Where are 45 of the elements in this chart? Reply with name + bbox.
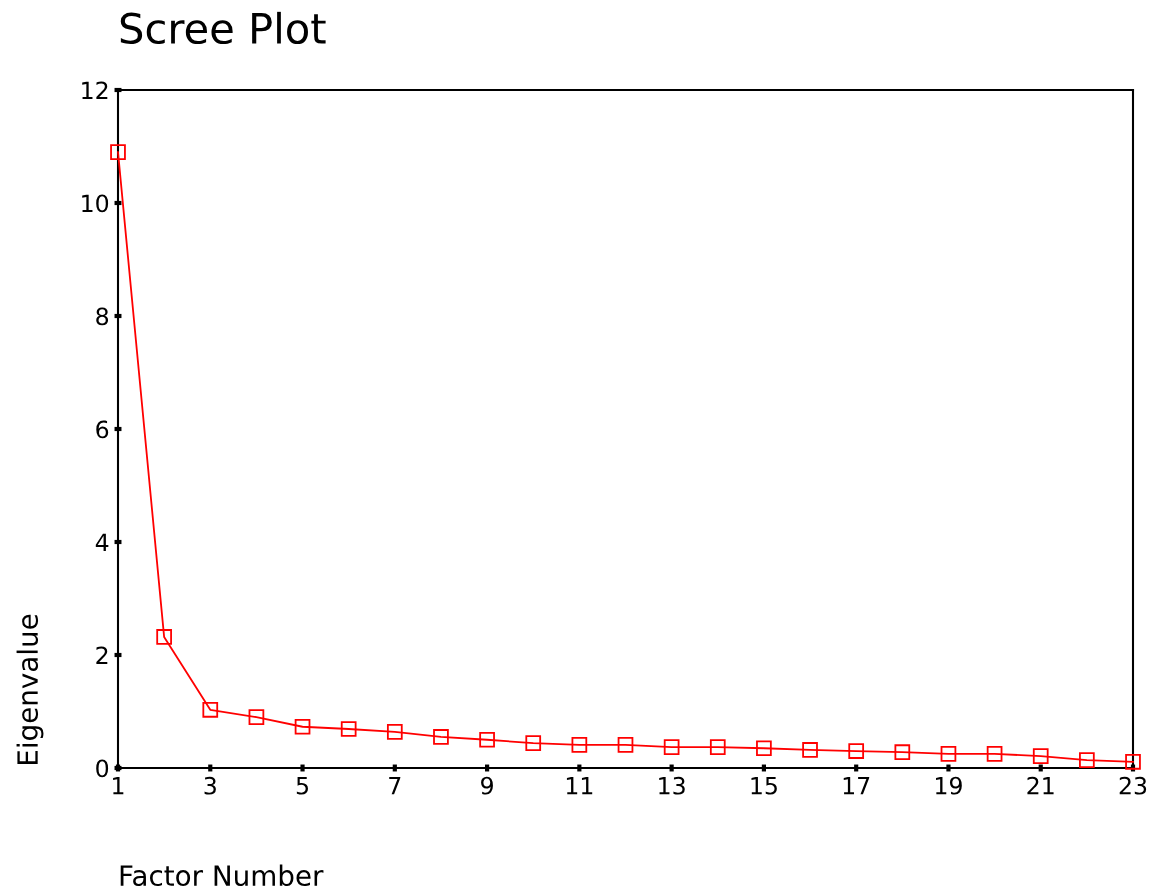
point bbox=[940, 746, 957, 762]
point bbox=[156, 629, 172, 645]
point bbox=[1125, 753, 1141, 770]
x-tick-label: 3 bbox=[204, 776, 216, 795]
point bbox=[802, 742, 818, 758]
point bbox=[386, 723, 403, 740]
x-tick-label: 13 bbox=[659, 776, 685, 795]
x-tick-label: 5 bbox=[296, 777, 308, 795]
chart-title: Scree Plot bbox=[120, 11, 326, 45]
point bbox=[617, 736, 634, 753]
y-tick-label: 4 bbox=[95, 533, 109, 551]
point bbox=[986, 746, 1003, 762]
point bbox=[248, 709, 265, 725]
point bbox=[1032, 748, 1049, 764]
point bbox=[709, 739, 726, 755]
point bbox=[340, 721, 357, 737]
point bbox=[110, 144, 126, 160]
point bbox=[663, 739, 680, 755]
point bbox=[1079, 752, 1095, 768]
x-tick-label: 11 bbox=[566, 777, 593, 795]
x-tick-label: 17 bbox=[843, 777, 870, 795]
y-axis-title: Eigenvalue bbox=[16, 614, 44, 765]
x-tick-label: 23 bbox=[1119, 776, 1147, 795]
point bbox=[202, 701, 219, 718]
point bbox=[571, 736, 588, 753]
x-tick-label: 7 bbox=[389, 777, 401, 795]
y-tick-label: 6 bbox=[96, 420, 109, 439]
y-tick-label: 0 bbox=[96, 759, 109, 778]
y-tick-label: 12 bbox=[82, 81, 108, 99]
point bbox=[294, 718, 311, 735]
y-tick-label: 10 bbox=[82, 194, 109, 213]
point bbox=[848, 743, 865, 759]
x-tick-label: 1 bbox=[113, 777, 124, 795]
point bbox=[433, 729, 449, 745]
x-tick-label: 19 bbox=[936, 776, 962, 795]
x-axis-title: Factor Number bbox=[120, 864, 324, 887]
point bbox=[894, 744, 911, 761]
y-tick-label: 8 bbox=[96, 307, 109, 326]
y-tick-label: 2 bbox=[96, 646, 108, 664]
point bbox=[756, 740, 772, 757]
point bbox=[479, 731, 495, 748]
x-tick-label: 15 bbox=[751, 777, 777, 795]
x-tick-label: 9 bbox=[481, 776, 493, 795]
x-tick-label: 21 bbox=[1027, 776, 1054, 795]
point bbox=[525, 735, 542, 751]
